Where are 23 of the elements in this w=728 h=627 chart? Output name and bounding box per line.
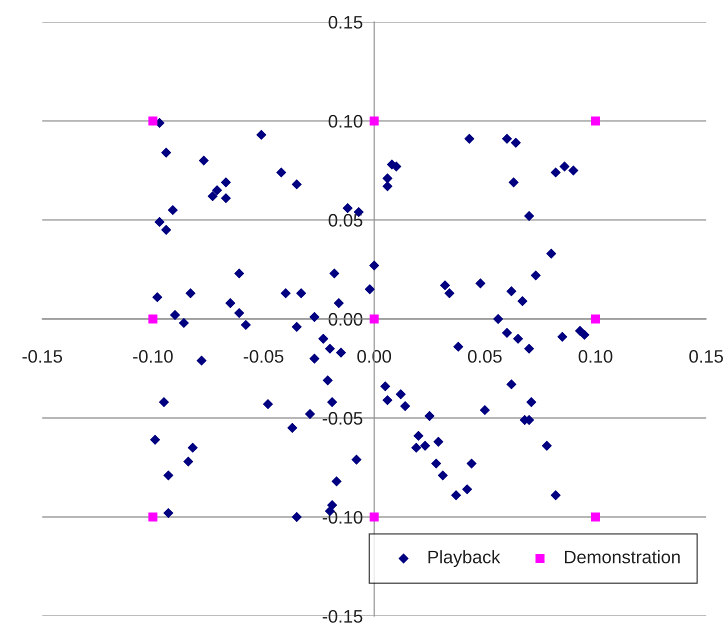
point bbox=[148, 116, 158, 126]
legend-label: Demonstration bbox=[564, 550, 680, 564]
x-tick-label: -0.10 bbox=[133, 350, 173, 363]
point bbox=[148, 314, 158, 324]
point bbox=[370, 314, 379, 324]
x-tick-label: -0.05 bbox=[244, 350, 284, 363]
y-tick-label: 0.10 bbox=[328, 114, 362, 128]
legend-label: Playback bbox=[428, 550, 500, 567]
y-tick-label: -0.05 bbox=[322, 412, 362, 425]
x-tick-label: 0.15 bbox=[689, 350, 723, 363]
point bbox=[370, 116, 379, 126]
point bbox=[590, 314, 600, 324]
y-tick-label: 0.05 bbox=[328, 214, 362, 227]
y-tick-label: -0.15 bbox=[322, 610, 362, 623]
x-tick-label: 0.00 bbox=[357, 350, 392, 363]
point bbox=[370, 512, 379, 522]
x-tick-label: 0.10 bbox=[578, 350, 612, 363]
point bbox=[148, 512, 158, 522]
y-tick-label: 0.15 bbox=[328, 16, 362, 29]
point bbox=[590, 512, 600, 522]
x-tick-label: 0.05 bbox=[468, 350, 502, 363]
point bbox=[590, 116, 600, 126]
x-tick-label: -0.15 bbox=[22, 350, 62, 363]
